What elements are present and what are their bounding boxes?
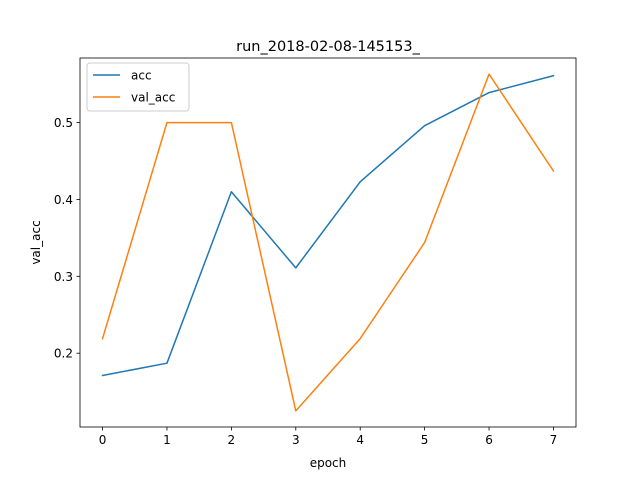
plot-area xyxy=(80,58,576,427)
x-tick-label: 7 xyxy=(550,433,558,447)
x-tick-label: 1 xyxy=(163,433,171,447)
x-axis-label: epoch xyxy=(310,456,347,470)
x-tick-label: 4 xyxy=(356,433,364,447)
chart-title: run_2018-02-08-145153_ xyxy=(236,39,420,55)
y-axis: 0.2 0.3 0.4 0.5 xyxy=(54,116,80,361)
y-tick-label: 0.4 xyxy=(54,193,73,207)
y-tick-label: 0.2 xyxy=(54,347,73,361)
x-axis: 0 1 2 3 4 5 6 7 xyxy=(99,427,558,447)
x-tick-label: 3 xyxy=(292,433,300,447)
series-layer xyxy=(101,73,555,412)
plot-frame xyxy=(79,57,577,428)
y-axis-label: val_acc xyxy=(29,220,43,264)
x-tick-label: 5 xyxy=(421,433,429,447)
legend-label-acc: acc xyxy=(131,69,152,83)
y-tick-label: 0.5 xyxy=(54,116,73,130)
series-line-val-acc xyxy=(101,73,555,412)
legend: acc val_acc xyxy=(86,62,190,112)
series-line-acc xyxy=(101,74,555,377)
legend-label-val-acc: val_acc xyxy=(131,91,175,105)
x-tick-label: 6 xyxy=(485,433,493,447)
y-tick-label: 0.3 xyxy=(54,270,73,284)
x-tick-label: 0 xyxy=(99,433,107,447)
x-tick-label: 2 xyxy=(228,433,236,447)
